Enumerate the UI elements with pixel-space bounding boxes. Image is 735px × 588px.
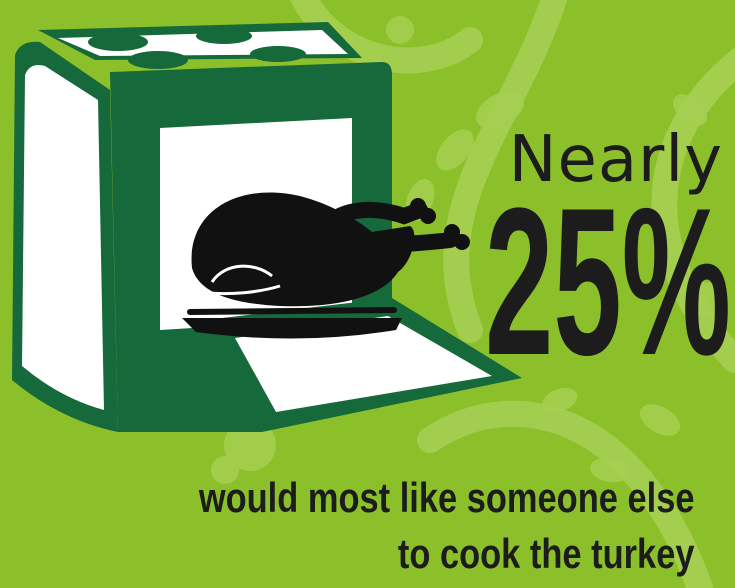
headline-stat-text: 25% [485, 196, 731, 364]
caption-line-2: to cook the turkey [398, 530, 695, 577]
headline-prefix: Nearly [508, 123, 723, 197]
caption: would most like someone else to cook the… [199, 470, 695, 582]
roast-turkey-icon [182, 192, 470, 339]
headline-stat: 25% [485, 196, 731, 364]
caption-line-1: would most like someone else [199, 474, 695, 521]
